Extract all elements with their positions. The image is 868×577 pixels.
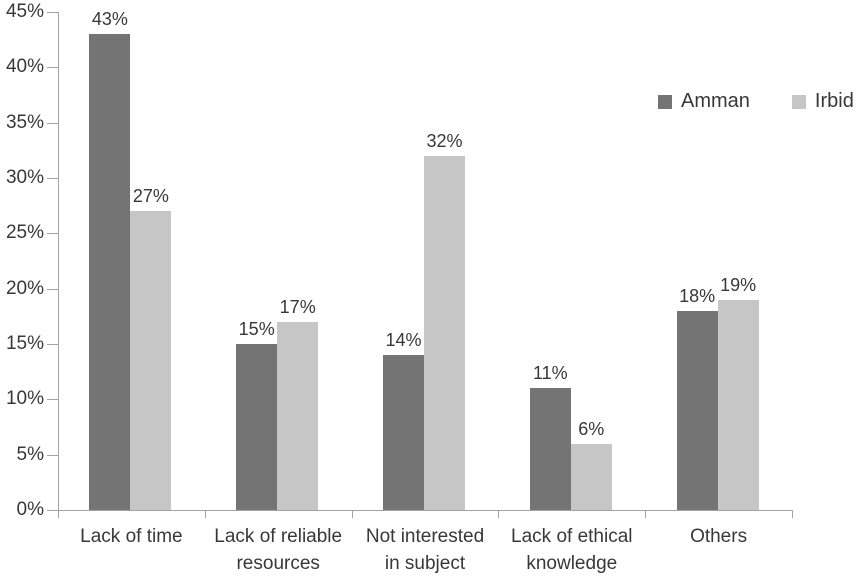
y-axis-tick-label: 35% <box>5 111 44 133</box>
irbid-value-label: 17% <box>279 296 316 317</box>
amman-bar <box>89 34 131 510</box>
legend-item-amman: Amman <box>658 90 750 113</box>
y-axis-tick <box>47 399 58 401</box>
irbid-value-label: 32% <box>426 130 463 151</box>
irbid-bar <box>130 211 172 510</box>
legend: Amman Irbid <box>658 90 854 113</box>
category-label-line: Lack of time <box>80 526 183 547</box>
x-axis-tick <box>792 511 793 518</box>
y-axis-tick-label: 40% <box>5 56 44 78</box>
amman-bar <box>383 355 424 510</box>
y-axis-tick <box>47 344 58 345</box>
x-axis-tick <box>351 511 353 518</box>
category-label-line: resources <box>236 553 320 574</box>
amman-bar <box>236 344 278 510</box>
y-axis-tick-label: 5% <box>16 443 44 465</box>
y-axis-tick <box>47 454 58 456</box>
amman-legend-label: Amman <box>681 90 750 112</box>
amman-legend-swatch-icon <box>658 94 672 109</box>
category-label: Others <box>645 523 792 550</box>
y-axis-tick <box>47 122 58 124</box>
category-label-line: in subject <box>384 553 466 574</box>
y-axis-tick <box>47 510 58 511</box>
amman-value-label: 15% <box>238 319 275 339</box>
y-axis-tick-label: 0% <box>16 499 44 520</box>
amman-bar <box>529 388 571 510</box>
x-axis-tick <box>58 511 59 518</box>
y-axis-tick-label: 15% <box>5 333 44 354</box>
category-label: Lack of reliable resources <box>205 523 352 577</box>
legend-item-irbid: Irbid <box>791 90 854 113</box>
irbid-value-label: 27% <box>132 186 169 207</box>
irbid-legend-swatch-icon <box>791 94 806 109</box>
y-axis-tick <box>47 178 58 179</box>
irbid-legend-label: Irbid <box>814 90 854 112</box>
amman-value-label: 14% <box>385 330 422 351</box>
category-label-line: Lack of ethical <box>511 526 633 547</box>
x-axis-line <box>58 510 793 511</box>
y-axis-tick <box>47 233 58 235</box>
irbid-bar <box>277 321 319 510</box>
y-axis-tick-label: 25% <box>5 222 44 244</box>
irbid-bar <box>570 443 612 510</box>
irbid-bar <box>717 299 759 510</box>
y-axis-tick <box>47 288 58 290</box>
x-axis-tick <box>204 511 206 518</box>
y-axis-tick <box>47 12 58 13</box>
x-axis-tick <box>498 511 500 518</box>
category-label-line: knowledge <box>526 553 618 574</box>
amman-bar <box>676 310 718 510</box>
irbid-value-label: 19% <box>720 274 757 295</box>
y-axis-tick-label: 30% <box>5 167 44 188</box>
category-label: Not interested in subject <box>352 523 499 577</box>
irbid-bar <box>424 155 465 510</box>
y-axis-tick-label: 45% <box>5 1 44 22</box>
y-axis-tick-label: 20% <box>5 277 44 299</box>
irbid-value-label: 6% <box>578 418 605 439</box>
amman-value-label: 43% <box>91 9 128 30</box>
category-label-line: Lack of reliable <box>214 526 343 547</box>
y-axis-tick <box>47 67 58 69</box>
category-label-line: Others <box>690 526 748 547</box>
x-axis-tick <box>645 511 647 518</box>
amman-value-label: 11% <box>532 363 568 384</box>
category-label: Lack of ethical knowledge <box>498 523 645 577</box>
category-label: Lack of time <box>58 523 205 550</box>
amman-value-label: 18% <box>679 285 716 306</box>
category-label-line: Not interested <box>365 526 485 547</box>
y-axis-line <box>58 12 59 511</box>
y-axis-tick-label: 10% <box>5 388 44 410</box>
